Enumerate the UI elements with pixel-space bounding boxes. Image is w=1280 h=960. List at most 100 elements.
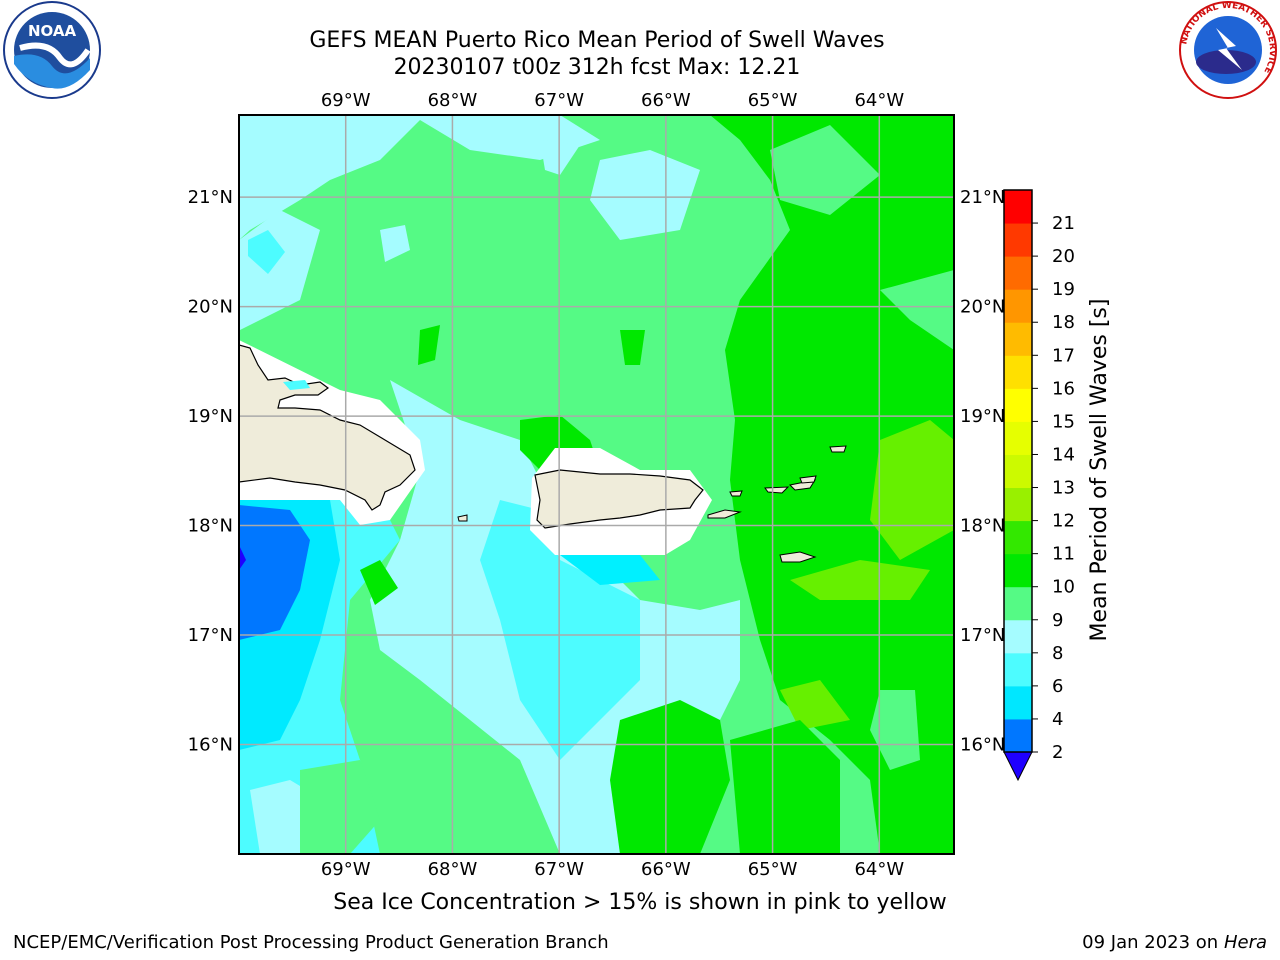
lat-label-right: 16°N xyxy=(960,735,1005,756)
lat-labels-right: 21°N 20°N 19°N 18°N 17°N 16°N xyxy=(960,187,1005,755)
lon-label-top: 68°W xyxy=(428,90,478,111)
field-9-10s-southeast xyxy=(870,690,920,770)
footer-host: Hera xyxy=(1223,932,1267,953)
colorbar-tick-label: 15 xyxy=(1052,411,1075,432)
field-10-11s-south-2 xyxy=(730,720,840,854)
colorbar-extend-arrow xyxy=(1003,751,1033,782)
field-10-11s-patch-4 xyxy=(620,330,645,365)
field-8-9s-north-center xyxy=(590,150,700,240)
colorbar-segment xyxy=(1004,388,1032,422)
colorbar-segment xyxy=(1004,586,1032,621)
field-8-9s-north xyxy=(239,115,600,240)
lat-label-right: 18°N xyxy=(960,516,1005,537)
land-anegada xyxy=(829,445,847,453)
colorbar-segment xyxy=(1004,223,1032,257)
lon-labels-bottom: 69°W 68°W 67°W 66°W 65°W 64°W xyxy=(321,859,904,880)
field-10-11s-patch-2 xyxy=(418,325,440,365)
colorbar-tick-label: 14 xyxy=(1052,444,1075,465)
field-4-6s-strip xyxy=(560,555,660,585)
lon-label-bottom: 65°W xyxy=(748,859,798,880)
colorbar-segment xyxy=(1004,190,1032,224)
lat-labels-left: 21°N 20°N 19°N 18°N 17°N 16°N xyxy=(188,187,233,755)
map-field xyxy=(239,115,954,854)
colorbar-tick-label: 8 xyxy=(1052,643,1063,664)
lon-label-top: 65°W xyxy=(748,90,798,111)
colorbar-label: Mean Period of Swell Waves [s] xyxy=(1087,299,1112,642)
lat-label-right: 21°N xyxy=(960,187,1005,208)
colorbar-tick-label: 16 xyxy=(1052,378,1075,399)
land-puerto-rico xyxy=(534,469,704,529)
land-virgin-gorda xyxy=(799,475,817,484)
land-vieques xyxy=(707,509,742,519)
lon-label-top: 64°W xyxy=(854,90,904,111)
field-9-10s-southwest-patch xyxy=(300,760,380,854)
map-frame xyxy=(238,114,955,855)
lat-label-left: 19°N xyxy=(188,406,233,427)
lon-label-top: 66°W xyxy=(641,90,691,111)
lat-label-left: 17°N xyxy=(188,625,233,646)
lat-label-right: 20°N xyxy=(960,297,1005,318)
colorbar-segment xyxy=(1004,256,1032,290)
colorbar-tick-label: 2 xyxy=(1052,742,1063,763)
lat-label-right: 17°N xyxy=(960,625,1005,646)
colorbar-tick-label: 13 xyxy=(1052,478,1075,499)
lon-label-bottom: 67°W xyxy=(534,859,584,880)
colorbar-tick-label: 4 xyxy=(1052,709,1063,730)
field-8-9s-patch-2 xyxy=(540,140,580,175)
field-11-12s-patch xyxy=(780,680,850,730)
map-subtitle: 20230107 t00z 312h fcst Max: 12.21 xyxy=(393,55,801,80)
footer-date: 09 Jan 2023 on Hera xyxy=(1082,932,1267,953)
field-10-11s-patch xyxy=(360,560,398,605)
colorbar-tick-label: 12 xyxy=(1052,511,1075,532)
land-culebra xyxy=(729,490,743,497)
colorbar-tick-label: 21 xyxy=(1052,213,1075,234)
colorbar-tick-label: 10 xyxy=(1052,577,1075,598)
colorbar-tick-label: 6 xyxy=(1052,676,1063,697)
lon-labels-top: 69°W 68°W 67°W 66°W 65°W 64°W xyxy=(321,90,904,111)
land-st-croix xyxy=(779,551,817,563)
colorbar-tick-label: 11 xyxy=(1052,544,1075,565)
colorbar-segment xyxy=(1004,421,1032,455)
noaa-logo-text: NOAA xyxy=(28,22,77,40)
field-6-8s-central xyxy=(480,500,640,760)
colorbar-segment xyxy=(1004,454,1032,489)
colorbar-segment xyxy=(1004,487,1032,522)
colorbar-tick-label: 18 xyxy=(1052,312,1075,333)
colorbar-segment xyxy=(1004,322,1032,356)
lat-label-left: 18°N xyxy=(188,516,233,537)
lon-label-bottom: 64°W xyxy=(854,859,904,880)
land-mona xyxy=(457,514,468,522)
map-title: GEFS MEAN Puerto Rico Mean Period of Swe… xyxy=(309,28,885,53)
colorbar-segment xyxy=(1004,553,1032,588)
footer-date-text: 09 Jan 2023 on xyxy=(1082,932,1224,953)
colorbar: 2 4 6 8 9 10 11 12 13 14 15 16 17 18 19 20 21 xyxy=(1003,189,1075,782)
land-st-thomas xyxy=(764,486,790,494)
field-8-9s-patch xyxy=(380,225,410,262)
noaa-logo: NOAA xyxy=(3,1,101,99)
field-2-4s-southwest xyxy=(239,505,310,640)
graticule xyxy=(239,115,954,854)
colorbar-frame xyxy=(1003,189,1033,753)
lat-label-right: 19°N xyxy=(960,406,1005,427)
field-11-12s-south xyxy=(790,560,930,600)
lon-label-bottom: 68°W xyxy=(428,859,478,880)
colorbar-segment xyxy=(1004,718,1032,753)
colorbar-segment xyxy=(1004,289,1032,323)
lat-label-left: 20°N xyxy=(188,297,233,318)
footer-branch: NCEP/EMC/Verification Post Processing Pr… xyxy=(13,932,609,953)
colorbar-segment xyxy=(1004,652,1032,687)
lat-label-left: 16°N xyxy=(188,735,233,756)
field-6-8s-coastal xyxy=(283,380,310,390)
field-10-11s-south xyxy=(610,700,730,854)
field-9-10s-east-patch xyxy=(770,125,880,215)
colorbar-tick-label: 19 xyxy=(1052,279,1075,300)
field-6-8s-spot xyxy=(248,230,285,274)
colorbar-segment xyxy=(1004,685,1032,720)
lon-label-bottom: 66°W xyxy=(641,859,691,880)
colorbar-tick-label: 20 xyxy=(1052,246,1075,267)
lon-label-top: 69°W xyxy=(321,90,371,111)
lon-label-top: 67°W xyxy=(534,90,584,111)
lat-label-left: 21°N xyxy=(188,187,233,208)
field-9-10s-east-patch-2 xyxy=(880,270,954,350)
